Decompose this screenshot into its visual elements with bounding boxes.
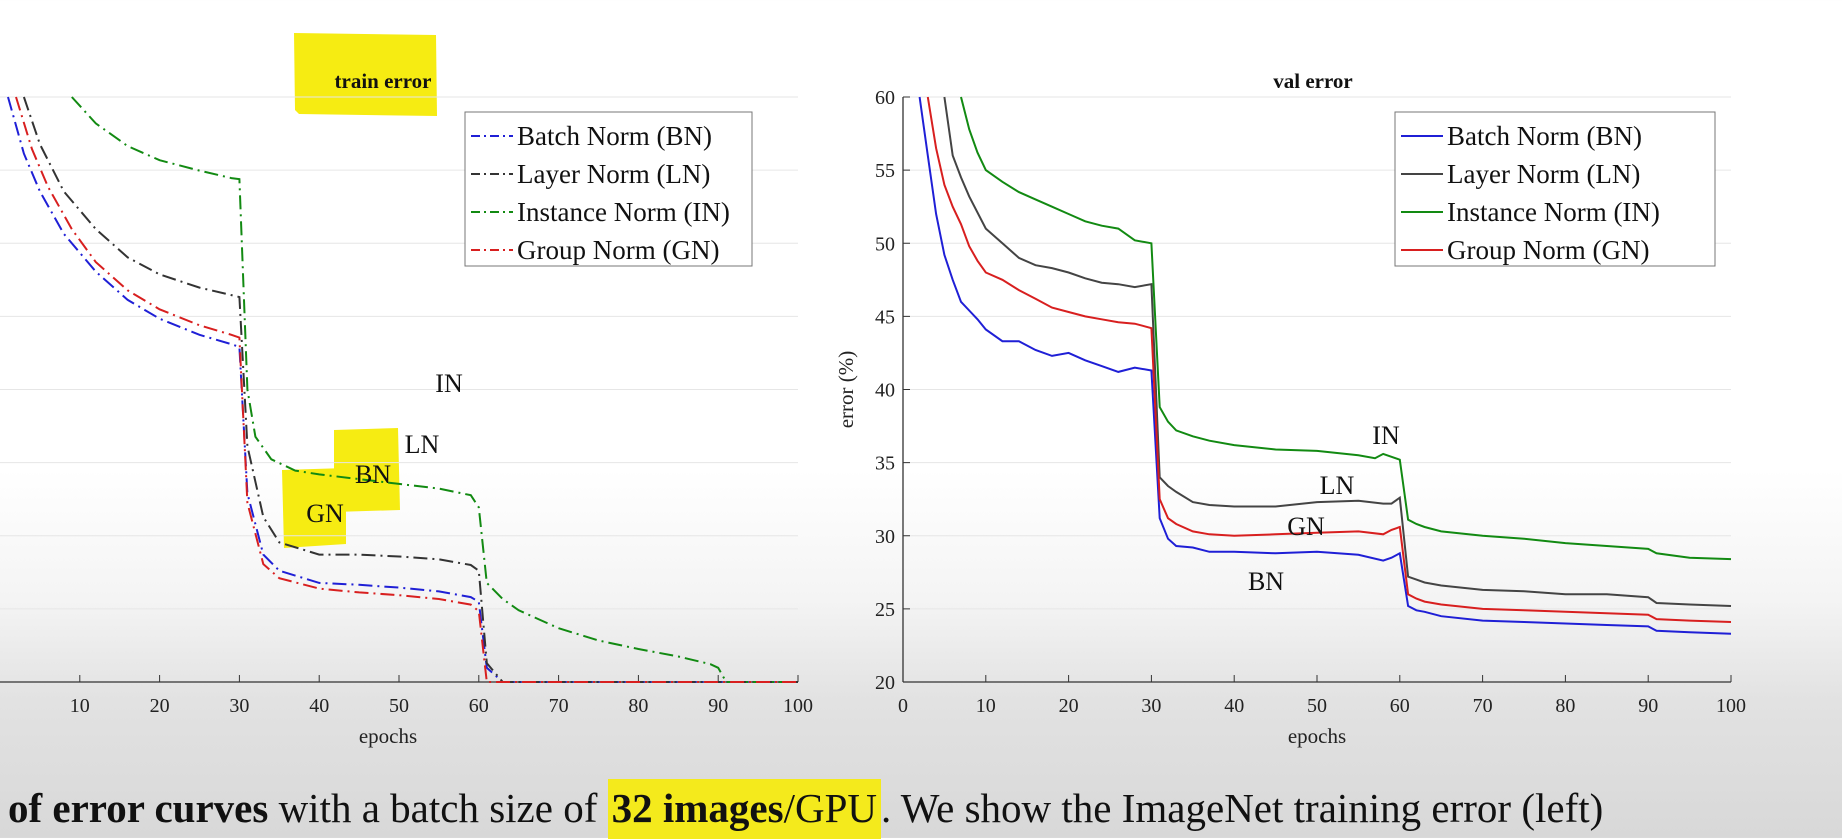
series-annotation: BN bbox=[1248, 567, 1284, 596]
x-tick-label: 70 bbox=[1473, 695, 1493, 717]
caption-part-2: with a batch size of bbox=[268, 785, 608, 831]
y-tick-label: 60 bbox=[875, 87, 895, 109]
caption-highlight: 32 images/GPU bbox=[607, 779, 881, 839]
series-line bbox=[926, 96, 1732, 623]
x-tick-label: 40 bbox=[1224, 695, 1244, 717]
y-axis-label: error (%) bbox=[834, 351, 858, 429]
series-line bbox=[15, 96, 798, 683]
figure-caption: of error curves with a batch size of 32 … bbox=[8, 779, 1604, 839]
legend-label: Group Norm (GN) bbox=[1447, 235, 1649, 265]
highlight-mark-bn bbox=[334, 428, 400, 512]
x-tick-label: 10 bbox=[70, 695, 90, 717]
highlight-mark-gn bbox=[282, 468, 346, 548]
series-annotation: IN bbox=[435, 369, 463, 398]
legend-box bbox=[1394, 111, 1716, 267]
series-line bbox=[918, 96, 1732, 635]
series-line bbox=[943, 96, 1732, 607]
legend-label: Instance Norm (IN) bbox=[517, 197, 730, 227]
x-tick-label: 0 bbox=[898, 695, 908, 717]
x-tick-label: 40 bbox=[309, 695, 329, 717]
legend-label: Group Norm (GN) bbox=[517, 235, 719, 265]
series-line bbox=[71, 96, 798, 683]
val-error-chart: 0 10 20 30 40 50 60 70 80 90 100 20 25 30 35 40 45 50 55 60… bbox=[834, 69, 1746, 748]
x-tick-label: 60 bbox=[469, 695, 489, 717]
series-annotation: LN bbox=[1320, 471, 1355, 500]
series-line bbox=[960, 96, 1732, 561]
x-tick-label: 90 bbox=[708, 695, 728, 717]
train-error-chart: 10 20 30 40 50 60 70 80 90 100 train error epochs Ba… bbox=[0, 69, 813, 748]
legend-label: Instance Norm (IN) bbox=[1447, 197, 1660, 227]
x-tick-label: 20 bbox=[1059, 695, 1079, 717]
x-tick-label: 100 bbox=[783, 695, 813, 717]
y-tick-label: 30 bbox=[875, 526, 895, 548]
x-tick-label: 30 bbox=[1141, 695, 1161, 717]
caption-part-bold-1: of error curves bbox=[8, 785, 269, 831]
x-tick-label: 70 bbox=[549, 695, 569, 717]
x-axis-label: epochs bbox=[359, 724, 417, 748]
x-tick-label: 80 bbox=[628, 695, 648, 717]
x-tick-label: 100 bbox=[1716, 695, 1746, 717]
series-annotation: BN bbox=[355, 460, 391, 489]
legend-label: Batch Norm (BN) bbox=[517, 121, 712, 151]
caption-part-4: /GPU bbox=[783, 785, 877, 831]
x-axis-label: epochs bbox=[1288, 724, 1346, 748]
series-line bbox=[7, 96, 798, 683]
x-tick-label: 20 bbox=[150, 695, 170, 717]
x-tick-label: 90 bbox=[1638, 695, 1658, 717]
caption-part-5: . We show the ImageNet training error (l… bbox=[880, 785, 1604, 831]
x-tick-label: 50 bbox=[389, 695, 409, 717]
y-tick-label: 55 bbox=[875, 160, 895, 182]
caption-part-bold-2: 32 images bbox=[611, 785, 784, 831]
legend-box bbox=[464, 111, 753, 267]
x-tick-label: 10 bbox=[976, 695, 996, 717]
x-tick-label: 50 bbox=[1307, 695, 1327, 717]
legend-label: Layer Norm (LN) bbox=[1447, 159, 1640, 189]
legend-label: Layer Norm (LN) bbox=[517, 159, 710, 189]
x-tick-label: 60 bbox=[1390, 695, 1410, 717]
y-tick-label: 40 bbox=[875, 380, 895, 402]
y-tick-label: 25 bbox=[875, 599, 895, 621]
y-tick-label: 20 bbox=[875, 672, 895, 694]
y-tick-label: 45 bbox=[875, 306, 895, 328]
y-tick-label: 35 bbox=[875, 453, 895, 475]
x-tick-label: 30 bbox=[229, 695, 249, 717]
x-tick-label: 80 bbox=[1555, 695, 1575, 717]
series-annotation: GN bbox=[1287, 512, 1325, 541]
series-annotation: IN bbox=[1372, 421, 1400, 450]
chart-title: train error bbox=[335, 69, 432, 93]
chart-title: val error bbox=[1273, 69, 1353, 93]
series-annotation: GN bbox=[306, 499, 344, 528]
legend-label: Batch Norm (BN) bbox=[1447, 121, 1642, 151]
y-tick-label: 50 bbox=[875, 233, 895, 255]
series-annotation: LN bbox=[405, 430, 440, 459]
highlight-mark-title bbox=[294, 33, 437, 116]
